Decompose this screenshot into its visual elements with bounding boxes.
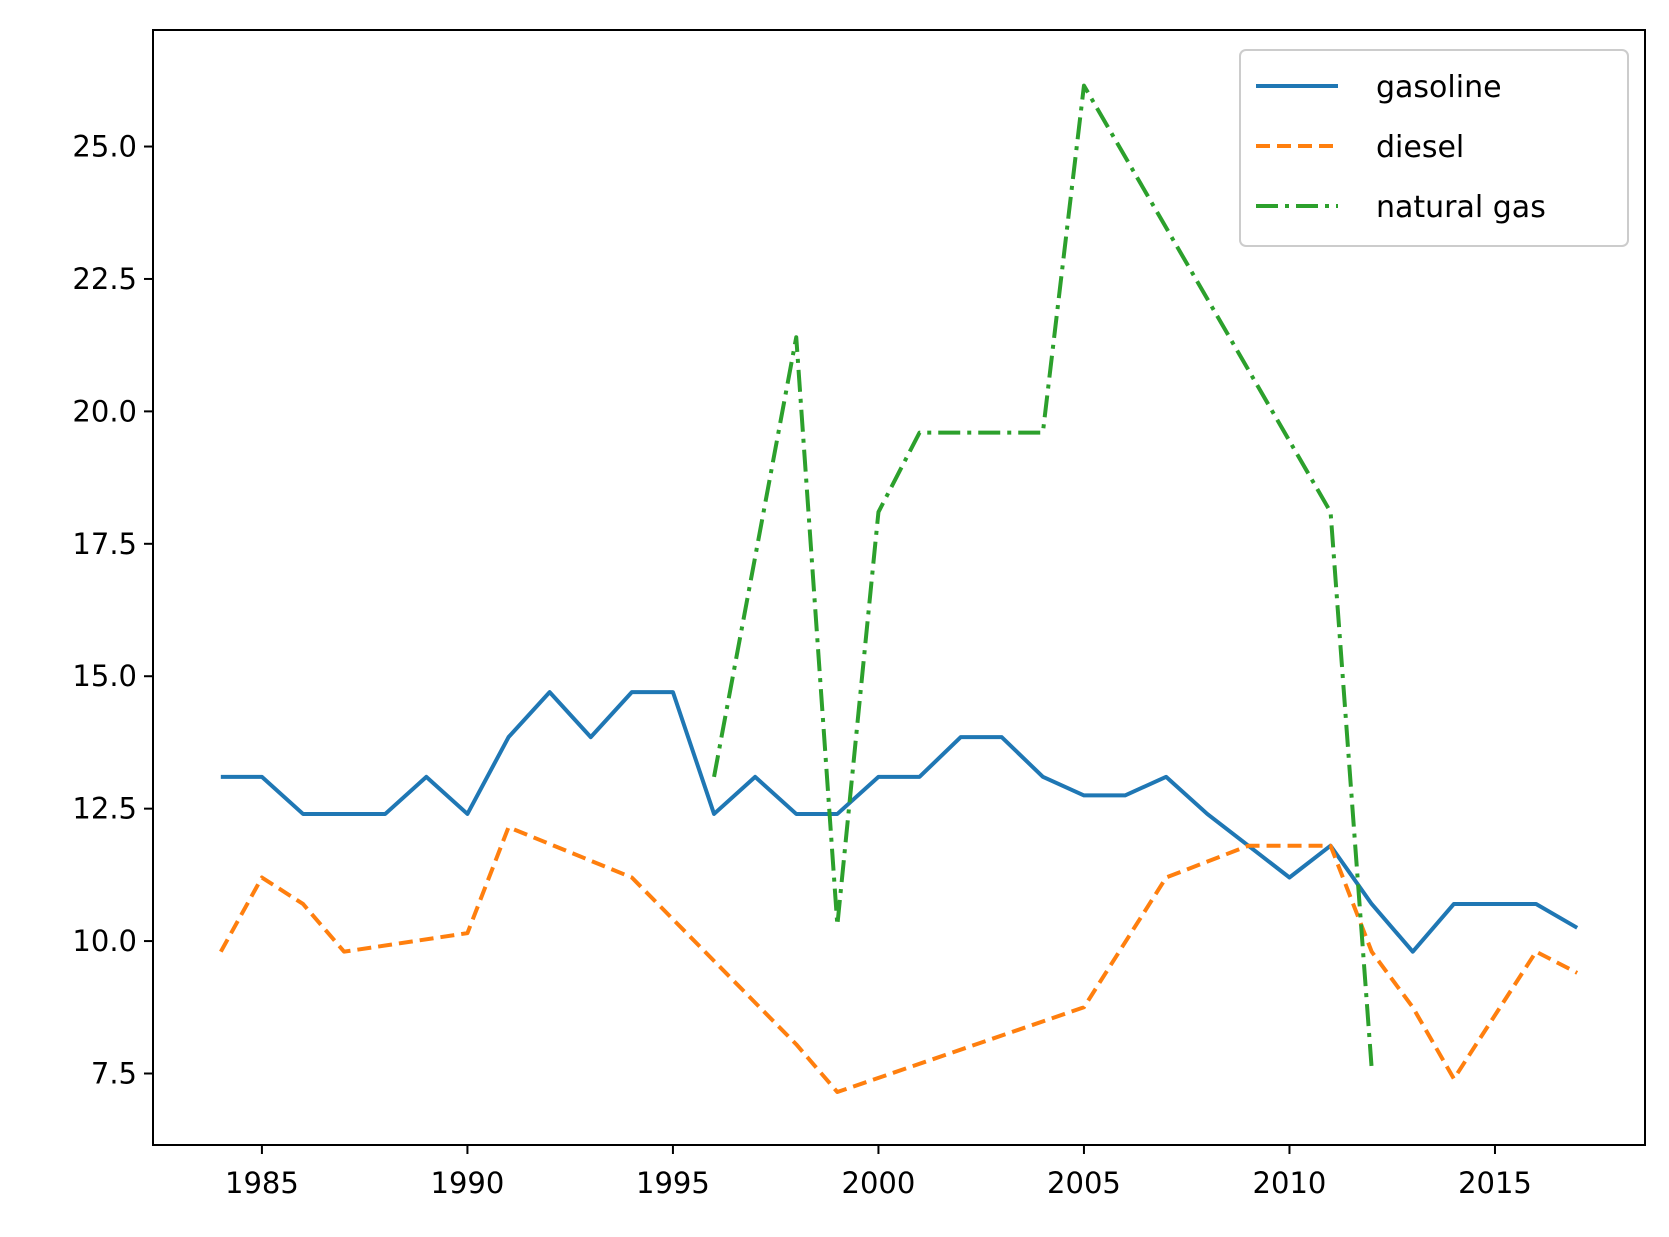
- y-tick-label: 15.0: [72, 659, 137, 693]
- series-line-gasoline: [220, 690, 1579, 954]
- y-tick-label: 17.5: [72, 527, 137, 561]
- axes-frame: [152, 29, 1646, 1146]
- y-axis: 7.5 10.0 12.5 15.0 17.5 20.0 22.5 25.0: [72, 130, 153, 1090]
- y-tick-label: 12.5: [72, 792, 137, 826]
- x-axis: 1985 1990 1995 2000 2005 2010 2015: [225, 1145, 1532, 1200]
- x-tick-label: 1990: [431, 1166, 505, 1200]
- x-tick-label: 1985: [225, 1166, 299, 1200]
- series-layer: [219, 83, 1579, 1095]
- y-tick-label: 7.5: [91, 1056, 137, 1090]
- legend: gasoline diesel natural gas: [1239, 49, 1629, 247]
- x-tick-label: 2005: [1047, 1166, 1121, 1200]
- x-tick-label: 2015: [1458, 1166, 1532, 1200]
- legend-box: [1239, 49, 1629, 247]
- x-tick-label: 2010: [1253, 1166, 1327, 1200]
- legend-label-diesel: diesel: [1376, 130, 1464, 165]
- legend-label-natural-gas: natural gas: [1376, 190, 1546, 225]
- series-line-diesel: [219, 825, 1579, 1095]
- y-tick-label: 25.0: [72, 130, 137, 164]
- y-tick-label: 22.5: [72, 262, 137, 296]
- x-tick-label: 1995: [636, 1166, 710, 1200]
- y-tick-label: 20.0: [72, 394, 137, 428]
- y-tick-label: 10.0: [72, 924, 137, 958]
- series-line-natural-gas: [712, 83, 1374, 1069]
- legend-label-gasoline: gasoline: [1376, 70, 1502, 105]
- x-tick-label: 2000: [842, 1166, 916, 1200]
